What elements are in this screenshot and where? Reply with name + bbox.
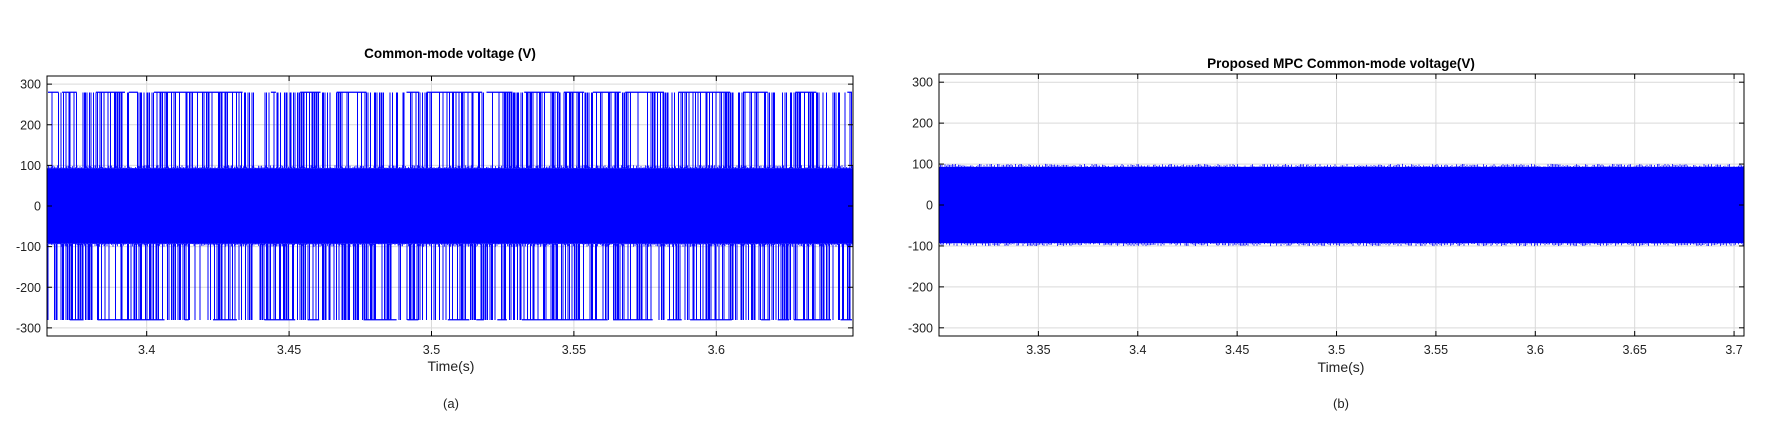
y-tick-label: 100 — [912, 158, 933, 172]
y-tick-label: -200 — [16, 281, 41, 295]
x-tick-label: 3.4 — [138, 343, 155, 357]
x-tick-label: 3.6 — [708, 343, 725, 357]
x-axis-ticks: 3.35 3.4 3.45 3.5 3.55 3.6 3.65 3.7 — [1026, 74, 1743, 357]
y-axis-ticks: 300 200 100 0 -100 -200 -300 — [16, 78, 853, 335]
x-axis-label: Time(s) — [428, 358, 475, 374]
x-tick-label: 3.7 — [1725, 343, 1742, 357]
y-tick-label: 200 — [20, 118, 41, 132]
figure-caption: (a) — [443, 396, 459, 411]
y-tick-label: -300 — [16, 321, 41, 335]
y-tick-label: 0 — [34, 200, 41, 214]
x-tick-label: 3.65 — [1623, 343, 1647, 357]
y-tick-label: -200 — [908, 280, 933, 294]
dense-band — [939, 166, 1744, 244]
x-tick-label: 3.35 — [1026, 343, 1050, 357]
switching-spikes — [47, 92, 852, 320]
x-tick-label: 3.4 — [1129, 343, 1146, 357]
x-tick-label: 3.55 — [1424, 343, 1448, 357]
y-tick-label: 100 — [20, 159, 41, 173]
y-tick-label: -100 — [908, 239, 933, 253]
x-axis-ticks: 3.4 3.45 3.5 3.55 3.6 — [138, 76, 725, 357]
chart-title: Common-mode voltage (V) — [364, 46, 536, 61]
series-line — [938, 163, 1744, 247]
x-axis-label: Time(s) — [1318, 359, 1365, 375]
x-tick-label: 3.55 — [562, 343, 586, 357]
y-tick-label: 300 — [20, 78, 41, 92]
chart-panel-b: Proposed MPC Common-mode voltage(V) 3.35… — [908, 56, 1745, 411]
x-tick-label: 3.45 — [1225, 343, 1249, 357]
x-tick-label: 3.5 — [423, 343, 440, 357]
x-tick-label: 3.6 — [1527, 343, 1544, 357]
y-tick-label: -100 — [16, 240, 41, 254]
y-tick-label: -300 — [908, 321, 933, 335]
chart-panel-a: Common-mode voltage (V) 3.4 3.45 3.5 3.55 3.… — [16, 46, 854, 411]
y-tick-label: 300 — [912, 76, 933, 90]
y-axis-ticks: 300 200 100 0 -100 -200 -300 — [908, 76, 1744, 335]
x-tick-label: 3.45 — [277, 343, 301, 357]
series-line — [46, 91, 853, 321]
figure-caption: (b) — [1333, 396, 1349, 411]
dense-band — [47, 168, 853, 244]
y-tick-label: 200 — [912, 117, 933, 131]
y-tick-label: 0 — [926, 199, 933, 213]
chart-title: Proposed MPC Common-mode voltage(V) — [1207, 56, 1475, 71]
voltage-plateaus — [48, 91, 852, 321]
x-tick-label: 3.5 — [1328, 343, 1345, 357]
